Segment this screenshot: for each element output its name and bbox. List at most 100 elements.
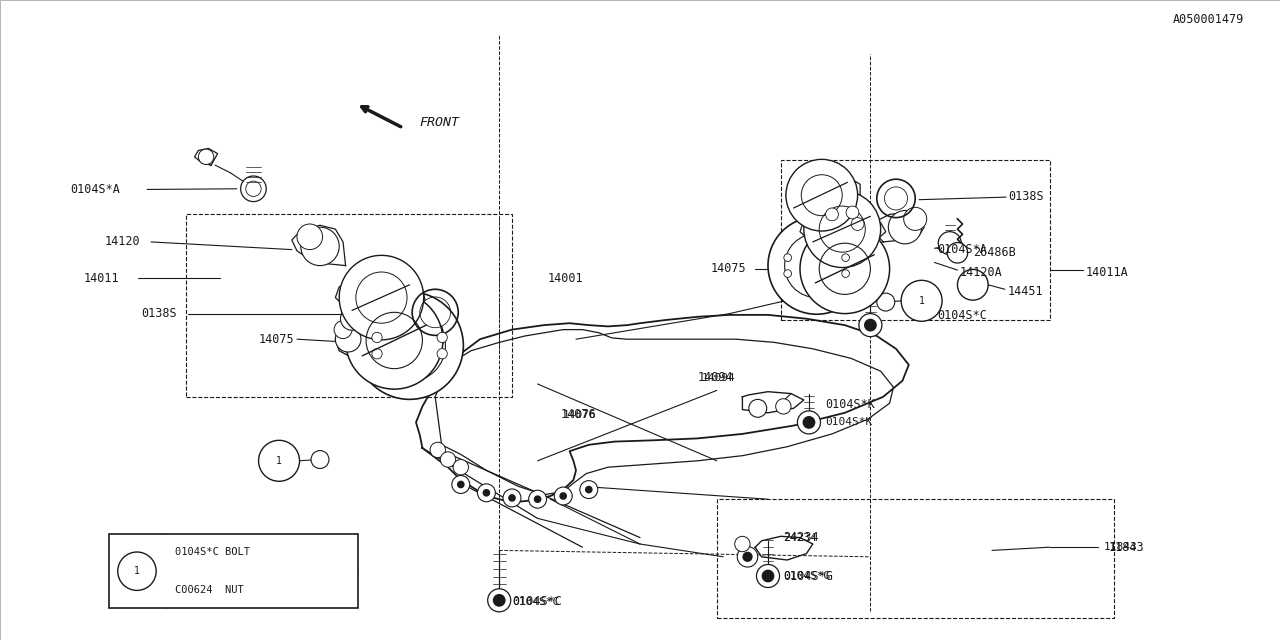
Circle shape: [356, 292, 463, 399]
Circle shape: [452, 476, 470, 493]
Circle shape: [301, 227, 339, 266]
Circle shape: [851, 218, 864, 230]
Circle shape: [436, 349, 447, 359]
Circle shape: [340, 307, 364, 330]
Bar: [186, 214, 512, 397]
Circle shape: [783, 254, 791, 262]
Circle shape: [786, 159, 858, 231]
Circle shape: [749, 399, 767, 417]
Text: 1: 1: [919, 296, 924, 306]
Circle shape: [477, 484, 495, 502]
Circle shape: [797, 411, 820, 434]
Text: 0138S: 0138S: [1009, 190, 1044, 203]
Circle shape: [737, 547, 758, 567]
Text: 14011A: 14011A: [1085, 266, 1128, 278]
Circle shape: [372, 332, 383, 342]
Circle shape: [493, 594, 506, 607]
Text: 11843: 11843: [1103, 542, 1137, 552]
Text: 14120: 14120: [105, 236, 141, 248]
Circle shape: [901, 280, 942, 321]
Circle shape: [877, 293, 895, 311]
Circle shape: [742, 552, 753, 562]
Text: 0104S*G: 0104S*G: [783, 570, 833, 582]
Circle shape: [864, 319, 877, 332]
Text: 24234: 24234: [783, 532, 817, 543]
Text: FRONT: FRONT: [420, 116, 460, 129]
Circle shape: [859, 314, 882, 337]
Circle shape: [756, 564, 780, 588]
Text: 14094: 14094: [701, 372, 735, 383]
Circle shape: [559, 492, 567, 500]
Circle shape: [554, 487, 572, 505]
Circle shape: [803, 416, 815, 429]
Text: 14120A: 14120A: [960, 266, 1002, 278]
Text: 14076: 14076: [561, 408, 596, 421]
Circle shape: [259, 440, 300, 481]
Circle shape: [580, 481, 598, 499]
Circle shape: [826, 208, 838, 221]
Circle shape: [372, 349, 383, 359]
Circle shape: [483, 489, 490, 497]
Bar: [109, 534, 358, 608]
Circle shape: [529, 490, 547, 508]
Text: 14011: 14011: [83, 272, 119, 285]
Text: 11843: 11843: [1108, 541, 1144, 554]
Text: 0104S*K: 0104S*K: [826, 398, 876, 411]
Circle shape: [430, 442, 445, 458]
Text: 0104S*A: 0104S*A: [937, 243, 987, 256]
Circle shape: [735, 536, 750, 552]
Text: 14075: 14075: [710, 262, 746, 275]
Circle shape: [297, 224, 323, 250]
Circle shape: [440, 452, 456, 467]
Text: 0138S: 0138S: [141, 307, 177, 320]
Text: 26486B: 26486B: [973, 246, 1015, 259]
Circle shape: [508, 494, 516, 502]
Circle shape: [346, 292, 443, 389]
Circle shape: [339, 255, 424, 340]
Text: 0104S*C: 0104S*C: [512, 595, 562, 608]
Text: 1: 1: [134, 566, 140, 576]
Circle shape: [938, 232, 961, 255]
Text: 0104S*A: 0104S*A: [70, 183, 120, 196]
Text: 24234: 24234: [783, 531, 819, 544]
Text: 14075: 14075: [259, 333, 294, 346]
Bar: [781, 160, 1050, 320]
Text: 14094: 14094: [698, 371, 733, 384]
Circle shape: [311, 451, 329, 468]
Circle shape: [804, 191, 881, 268]
Text: 0104S*C: 0104S*C: [512, 596, 559, 607]
Circle shape: [842, 269, 850, 277]
Circle shape: [776, 399, 791, 414]
Text: C00624  NUT: C00624 NUT: [175, 586, 244, 595]
Circle shape: [842, 254, 850, 262]
Circle shape: [335, 326, 361, 352]
Circle shape: [198, 149, 214, 164]
Circle shape: [768, 217, 865, 314]
Circle shape: [334, 321, 352, 339]
Circle shape: [947, 243, 968, 263]
Text: 0104S*C: 0104S*C: [937, 309, 987, 322]
Circle shape: [846, 206, 859, 219]
Circle shape: [534, 495, 541, 503]
Circle shape: [457, 481, 465, 488]
Text: 0104S*C BOLT: 0104S*C BOLT: [175, 547, 251, 557]
Circle shape: [762, 570, 774, 582]
Text: 0104S*K: 0104S*K: [826, 417, 873, 428]
Circle shape: [503, 489, 521, 507]
Circle shape: [783, 269, 791, 277]
Circle shape: [888, 211, 922, 244]
Text: 14001: 14001: [548, 272, 584, 285]
Circle shape: [800, 224, 890, 314]
Circle shape: [488, 589, 511, 612]
Text: 14451: 14451: [1007, 285, 1043, 298]
Circle shape: [436, 332, 447, 342]
Circle shape: [118, 552, 156, 590]
Bar: [717, 499, 1114, 618]
Text: A050001479: A050001479: [1172, 13, 1244, 26]
Circle shape: [453, 460, 468, 475]
Text: 0104S*G: 0104S*G: [783, 571, 831, 581]
Circle shape: [241, 176, 266, 202]
Text: 14076: 14076: [563, 410, 596, 420]
Text: 1: 1: [276, 456, 282, 466]
Circle shape: [585, 486, 593, 493]
